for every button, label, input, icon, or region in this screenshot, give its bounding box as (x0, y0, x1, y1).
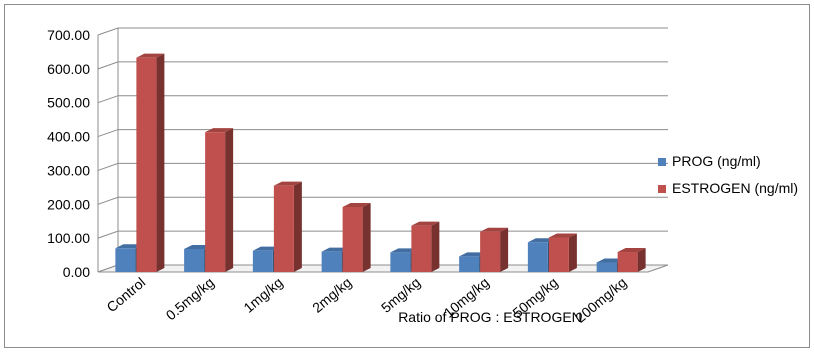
bar-estrogen (548, 233, 577, 272)
y-tick-label: 400.00 (47, 129, 90, 145)
bar-top (205, 128, 234, 133)
y-tick-label: 100.00 (47, 230, 90, 246)
bar-side (362, 202, 371, 272)
bar-front (184, 248, 205, 272)
bar-top (480, 227, 509, 232)
bar-estrogen (411, 221, 440, 272)
bar-top (136, 53, 165, 58)
x-axis-title: Ratio of PROG : ESTROGEN (398, 309, 582, 325)
bar-top (617, 248, 646, 253)
bar-top (342, 202, 371, 207)
bar-front (459, 256, 480, 272)
bar-estrogen (617, 248, 646, 272)
bar-front (480, 231, 501, 272)
bar-side (156, 53, 165, 273)
gridlines (97, 27, 668, 273)
legend-label: PROG (ng/ml) (672, 153, 761, 169)
gridline (97, 61, 668, 70)
bar-front (342, 206, 363, 272)
y-tick-label: 0.00 (63, 264, 90, 280)
bar-estrogen (273, 181, 302, 272)
bar-estrogen (342, 202, 371, 272)
bar-front (115, 248, 136, 272)
gridline (97, 95, 668, 104)
bar-front (273, 185, 294, 272)
bar-estrogen (480, 227, 509, 272)
legend-swatch (658, 158, 666, 166)
bar-front (548, 237, 569, 272)
plot-floor (97, 264, 669, 273)
floor-plane (97, 264, 669, 273)
bar-front (136, 57, 157, 273)
plot-back-wall (97, 28, 119, 272)
bar-top (548, 233, 577, 238)
y-tick-label: 200.00 (47, 196, 90, 212)
gridline (97, 196, 668, 205)
bar-front (411, 225, 432, 272)
legend: PROG (ng/ml) ESTROGEN (ng/ml) (658, 153, 798, 196)
bar-side (568, 233, 577, 272)
bar-side (500, 227, 509, 272)
bar-estrogen (136, 53, 165, 273)
bar-top (273, 181, 302, 186)
bars (115, 53, 646, 273)
y-tick-label: 700.00 (47, 27, 90, 43)
y-tick-label: 300.00 (47, 162, 90, 178)
bar-side (293, 181, 302, 272)
bar-front (205, 132, 226, 272)
bar-front (596, 262, 617, 272)
bar-front (617, 252, 638, 272)
bar-front (390, 252, 411, 272)
bar-side (431, 221, 440, 272)
gridline (97, 129, 668, 138)
gridline (97, 27, 668, 36)
y-tick-label: 600.00 (47, 61, 90, 77)
bar-side (225, 128, 234, 272)
bar-front (252, 250, 273, 272)
gridline (97, 162, 668, 171)
bar-estrogen (205, 128, 234, 272)
y-axis-ticks: 0.00 100.00 200.00 300.00 400.00 500.00 600.00… (47, 27, 90, 280)
legend-swatch (658, 185, 666, 193)
bar-top (411, 221, 440, 226)
y-tick-label: 500.00 (47, 95, 90, 111)
bar-front (321, 251, 342, 272)
bar-front (527, 242, 548, 272)
bar-side (637, 248, 646, 272)
legend-label: ESTROGEN (ng/ml) (672, 180, 798, 196)
